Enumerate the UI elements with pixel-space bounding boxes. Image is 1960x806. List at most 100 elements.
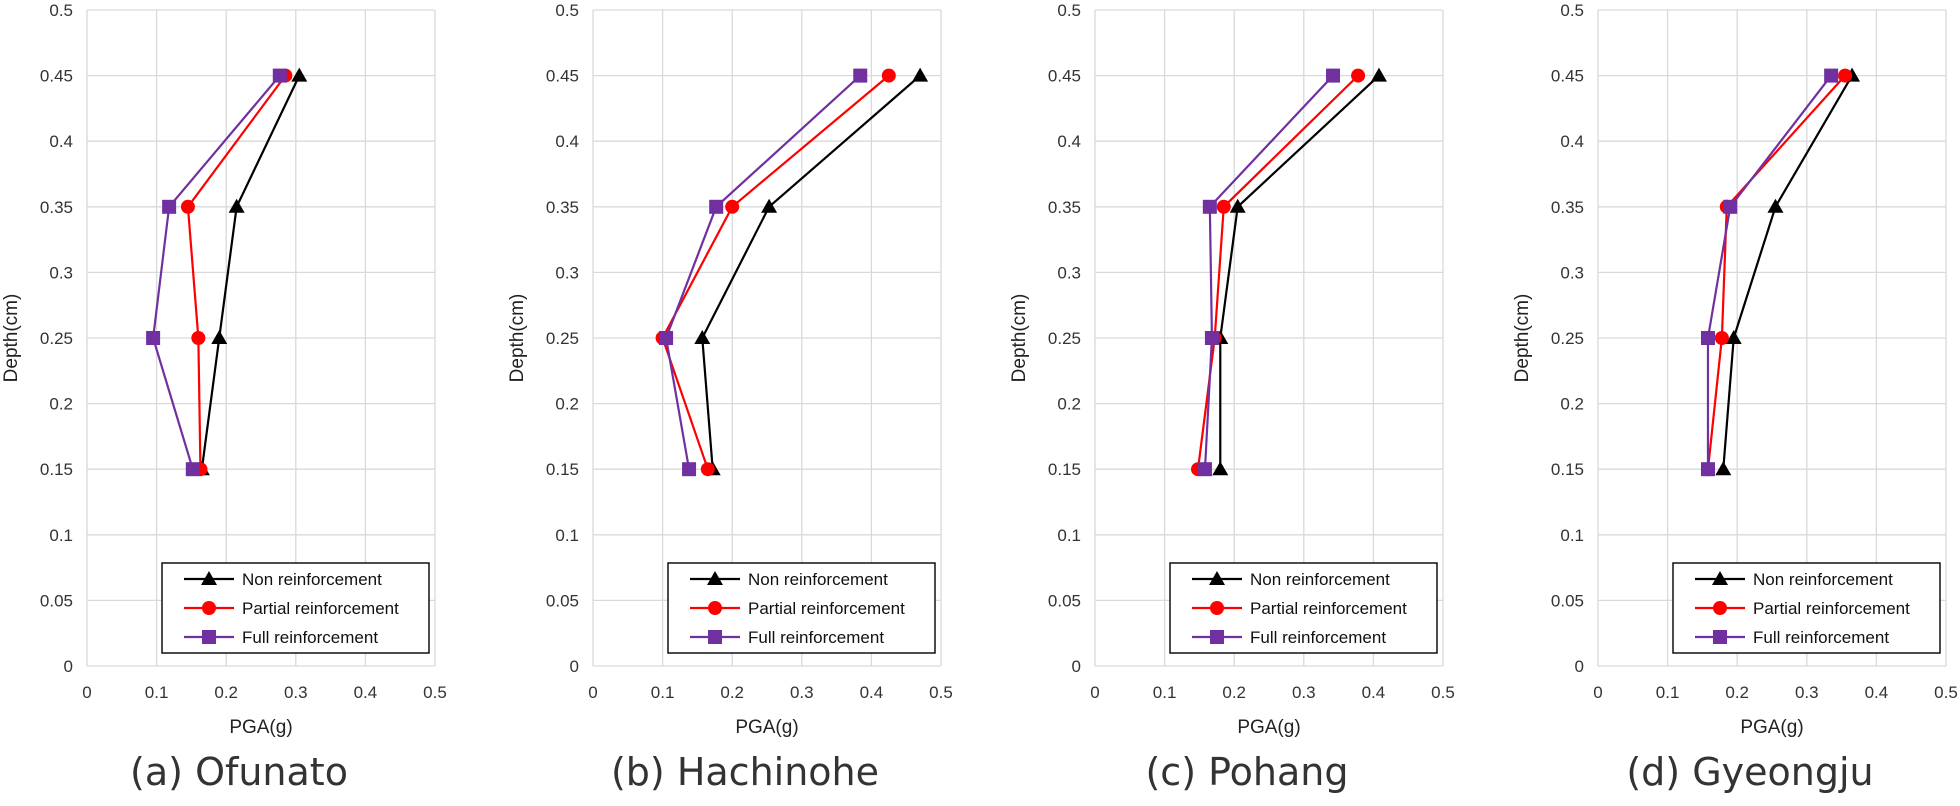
series-line [1203, 74, 1334, 470]
legend-label: Full reinforcement [1250, 628, 1386, 647]
data-point [211, 330, 228, 344]
y-tick-label: 0.15 [1551, 460, 1584, 479]
y-tick-label: 0.45 [546, 67, 579, 86]
data-point [881, 68, 896, 83]
y-tick-label: 0.2 [555, 395, 579, 414]
y-tick-label: 0.15 [40, 460, 73, 479]
data-point [1723, 199, 1738, 214]
y-axis-title: Depth(cm) [1, 294, 22, 383]
data-point [185, 462, 200, 477]
x-tick-label: 0.4 [354, 683, 378, 702]
y-tick-label: 0.45 [1048, 67, 1081, 86]
data-point [1700, 462, 1715, 477]
data-point [725, 199, 740, 214]
data-point [1351, 68, 1366, 83]
data-point [191, 331, 206, 345]
y-tick-label: 0.5 [1560, 1, 1584, 20]
series-line [1722, 75, 1853, 470]
y-tick-label: 0 [64, 657, 73, 676]
data-point [1767, 198, 1784, 213]
data-point [1326, 68, 1341, 83]
x-tick-label: 0.1 [1153, 683, 1177, 702]
series-line [701, 74, 921, 470]
x-tick-label: 0.2 [1725, 683, 1749, 702]
data-point [1212, 461, 1229, 476]
y-tick-label: 0.2 [1057, 395, 1081, 414]
data-point [1824, 68, 1839, 83]
y-tick-label: 0.35 [546, 198, 579, 217]
data-point [1229, 198, 1246, 213]
data-point [761, 198, 778, 213]
x-tick-label: 0.1 [651, 683, 675, 702]
y-tick-label: 0.25 [1048, 329, 1081, 348]
legend-marker [202, 630, 216, 644]
legend-label: Full reinforcement [748, 628, 884, 647]
legend-label: Partial reinforcement [1250, 599, 1407, 618]
data-point [1715, 461, 1732, 476]
x-tick-label: 0 [1090, 683, 1099, 702]
series-line [1219, 74, 1380, 470]
data-point [709, 199, 724, 214]
y-axis-title: Depth(cm) [507, 294, 528, 383]
data-point [682, 462, 697, 477]
y-tick-label: 0.1 [555, 526, 579, 545]
x-tick-label: 0.4 [1362, 683, 1386, 702]
data-point [228, 198, 245, 213]
legend-label: Full reinforcement [242, 628, 378, 647]
panel-caption: (d) Gyeongju [1626, 750, 1873, 794]
series-line [152, 74, 281, 470]
legend-marker [708, 601, 722, 615]
x-tick-label: 0.5 [423, 683, 447, 702]
x-tick-label: 0.3 [790, 683, 814, 702]
panel-caption: (b) Hachinohe [611, 750, 879, 794]
data-point [1370, 67, 1387, 82]
x-tick-label: 0.1 [1656, 683, 1680, 702]
legend-label: Non reinforcement [1753, 570, 1893, 589]
x-tick-label: 0.5 [1431, 683, 1455, 702]
data-point [659, 331, 674, 345]
data-point [1216, 199, 1231, 214]
chart-panel-2: 0 0.05 0.1 0.15 0.2 0.25 0.3 0.35 0.4 0.45 0.5 0 0.1… [507, 1, 953, 794]
legend-label: Non reinforcement [242, 570, 382, 589]
y-tick-label: 0.1 [1057, 526, 1081, 545]
data-point [162, 199, 177, 214]
data-point [912, 67, 929, 82]
x-axis-title: PGA(g) [1740, 717, 1803, 738]
x-tick-label: 0.4 [860, 683, 884, 702]
series-line [661, 74, 890, 470]
x-tick-label: 0.3 [1795, 683, 1819, 702]
panel-caption: (a) Ofunato [130, 750, 348, 794]
legend-label: Full reinforcement [1753, 628, 1889, 647]
y-tick-label: 0.1 [1560, 526, 1584, 545]
data-point [694, 330, 711, 344]
x-tick-label: 0.2 [1222, 683, 1246, 702]
y-tick-label: 0 [1072, 657, 1081, 676]
data-point [272, 68, 287, 83]
legend-marker [202, 601, 216, 615]
chart-panel-1: 0 0.05 0.1 0.15 0.2 0.25 0.3 0.35 0.4 0.45 0.5 0 0.1… [1, 1, 447, 794]
data-point [180, 199, 195, 214]
data-point [1197, 462, 1212, 477]
x-tick-label: 0.2 [214, 683, 238, 702]
y-tick-label: 0.05 [1551, 591, 1584, 610]
y-tick-label: 0.5 [555, 1, 579, 20]
y-axis-title: Depth(cm) [1009, 294, 1030, 383]
y-tick-label: 0.5 [1057, 1, 1081, 20]
panel-caption: (c) Pohang [1145, 750, 1348, 794]
x-tick-label: 0 [1593, 683, 1602, 702]
x-tick-label: 0.3 [1292, 683, 1316, 702]
series-line [1196, 74, 1359, 470]
y-tick-label: 0.4 [1560, 132, 1584, 151]
y-tick-label: 0.3 [555, 263, 579, 282]
data-point [291, 67, 308, 82]
x-tick-label: 0.3 [284, 683, 308, 702]
y-tick-label: 0.05 [546, 591, 579, 610]
x-tick-label: 0 [82, 683, 91, 702]
y-tick-label: 0 [1575, 657, 1584, 676]
y-tick-label: 0.45 [1551, 67, 1584, 86]
data-point [1838, 68, 1853, 83]
data-point [1204, 331, 1219, 345]
x-tick-label: 0.1 [145, 683, 169, 702]
legend-marker [1713, 630, 1727, 644]
